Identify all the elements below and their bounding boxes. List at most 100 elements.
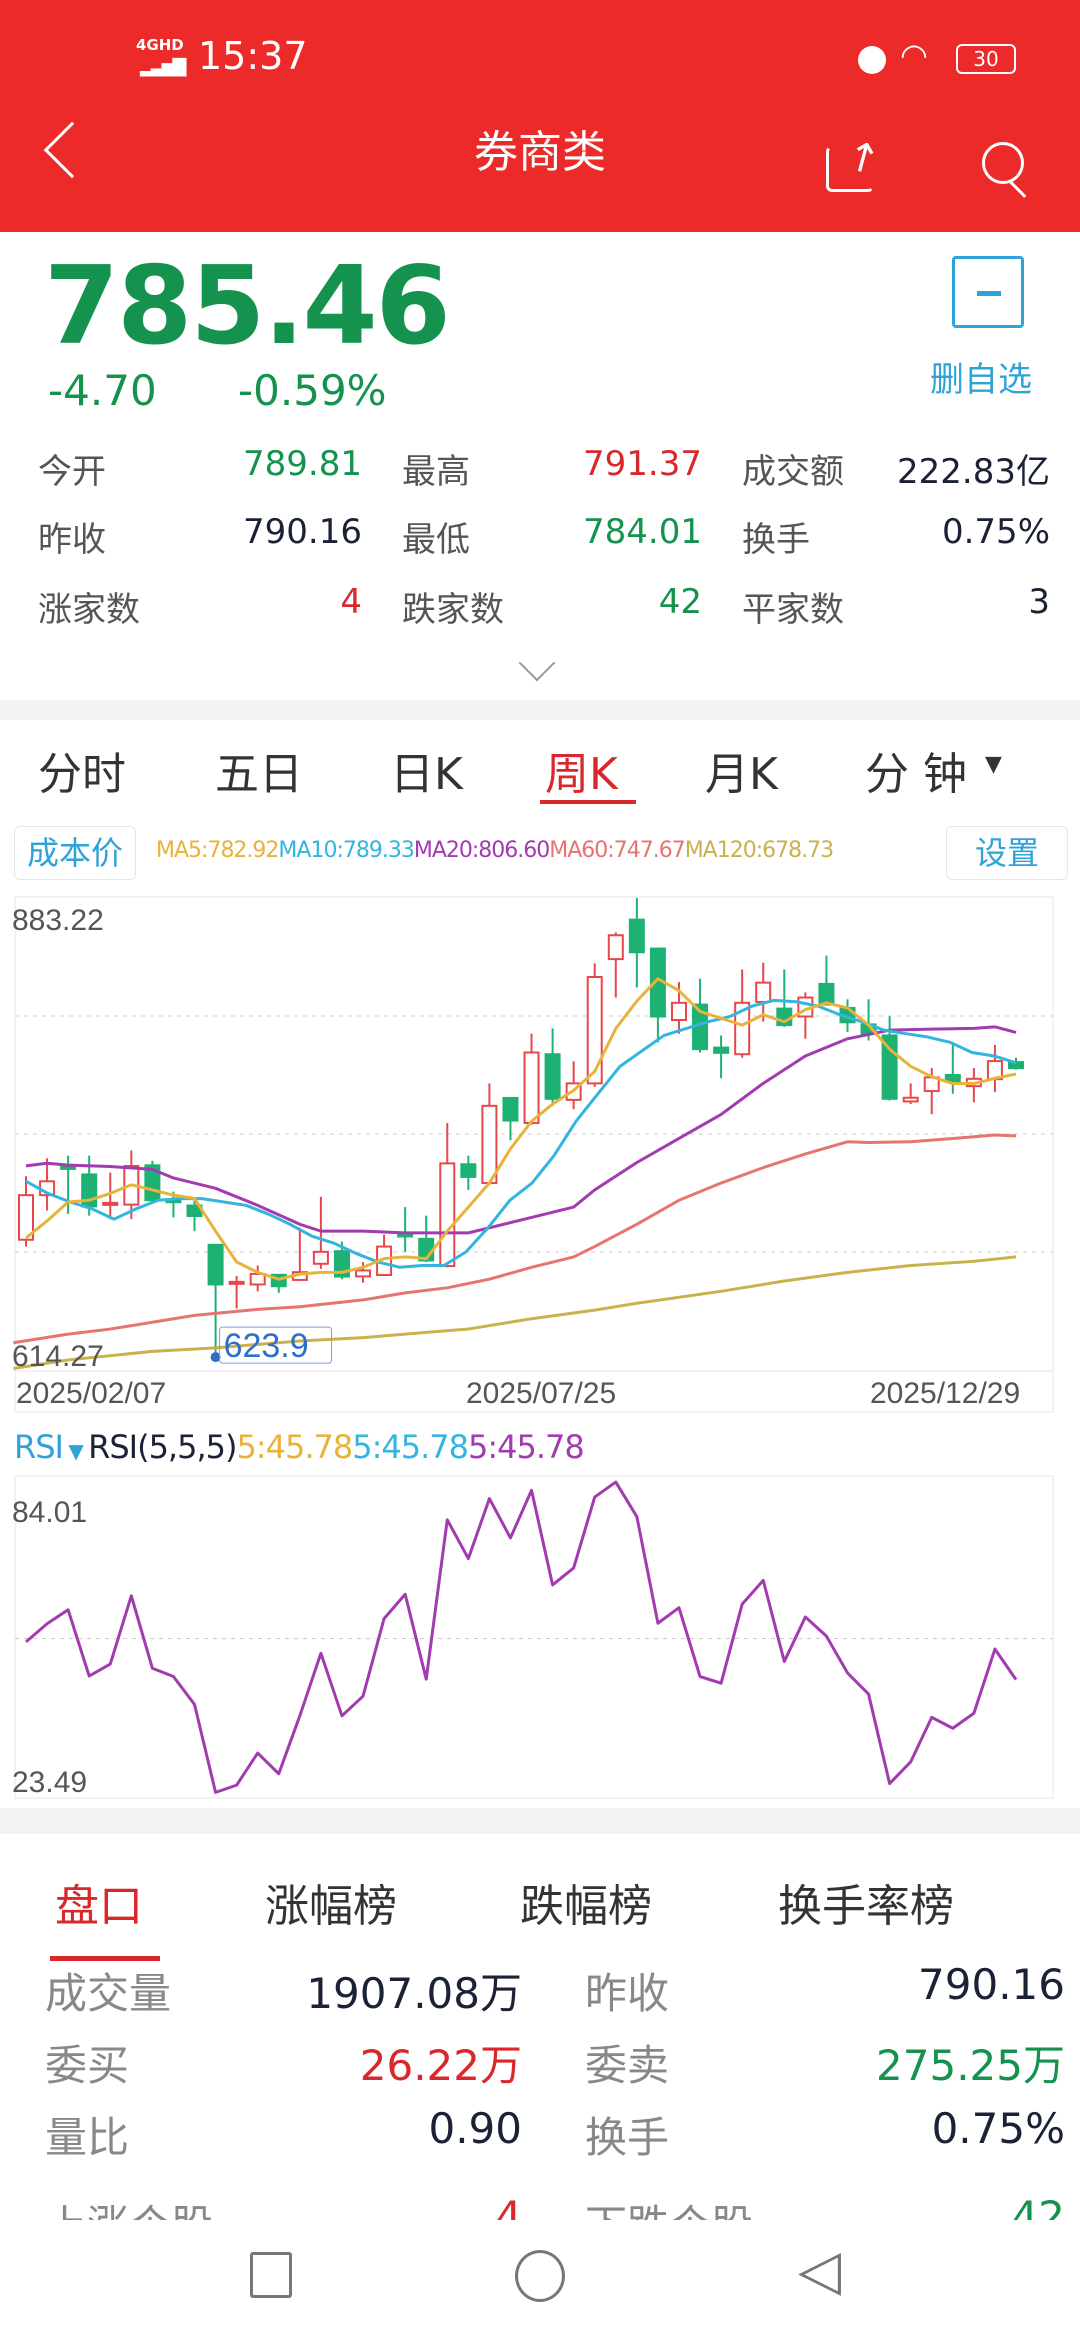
candle: [460, 1155, 477, 1190]
candle: [818, 955, 835, 1006]
ma120-value: MA120:678.73: [684, 838, 834, 863]
home-button[interactable]: [515, 2250, 565, 2302]
price-change-pct: -0.59%: [238, 366, 387, 415]
info-label: 今开: [38, 452, 106, 492]
candle: [902, 1083, 919, 1105]
dropdown-icon[interactable]: ▼: [985, 752, 1002, 777]
info-label: 成交额: [742, 452, 844, 492]
candle: [418, 1215, 435, 1263]
candle: [144, 1160, 161, 1202]
recent-apps-button[interactable]: [250, 2252, 292, 2298]
candle: [755, 962, 772, 1022]
y-max-label: 883.22: [12, 904, 104, 937]
info-value: 0.75%: [941, 512, 1050, 552]
candle: [734, 969, 751, 1058]
indicator-selector[interactable]: RSI: [14, 1428, 64, 1466]
info-value: 222.83亿: [897, 452, 1050, 492]
candle: [544, 1028, 561, 1106]
settings-button[interactable]: 设置: [946, 826, 1068, 880]
pankou-label: 委买: [45, 2041, 130, 2090]
candlestick-chart[interactable]: 883.22 614.27 2025/02/07 2025/07/25 2025/12/…: [0, 890, 1080, 1420]
tab-bottom[interactable]: 涨幅榜: [265, 1881, 397, 1932]
divider: [0, 700, 1080, 720]
info-label: 最高: [402, 452, 470, 492]
system-nav-bar: ◁: [0, 2220, 1080, 2340]
ma20-value: MA20:806.60: [413, 838, 550, 863]
candle: [228, 1275, 245, 1309]
info-label: 昨收: [38, 520, 106, 560]
info-value: 4: [340, 582, 362, 622]
rsi3-value: 5:45.78: [467, 1428, 585, 1466]
tab-period[interactable]: 月K: [705, 749, 778, 800]
pankou-label: 换手: [585, 2113, 670, 2162]
remove-watchlist-label[interactable]: 删自选: [930, 360, 1032, 400]
candle: [39, 1158, 56, 1211]
low-marker: [210, 1352, 221, 1363]
network-indicator: 4GHD: [136, 36, 184, 54]
ma5-line: [25, 977, 1017, 1281]
info-value: 42: [658, 582, 702, 622]
tab-bottom[interactable]: 跌幅榜: [520, 1881, 652, 1932]
tab-bottom[interactable]: 换手率榜: [778, 1881, 954, 1932]
rsi-frame: [14, 1475, 1054, 1799]
pankou-label: 上涨个股: [45, 2192, 213, 2220]
wifi-icon: ◠: [900, 36, 928, 74]
info-label: 涨家数: [38, 590, 140, 630]
cost-price-button[interactable]: 成本价: [14, 826, 136, 880]
expand-chevron-icon[interactable]: [518, 644, 556, 682]
candle: [586, 963, 603, 1087]
candle: [481, 1083, 498, 1185]
remove-watchlist-button[interactable]: [952, 256, 1024, 328]
low-annotation-box: [219, 1326, 333, 1364]
page-title: 券商类: [474, 127, 606, 178]
candle: [986, 1044, 1003, 1092]
pankou-label: 成交量: [45, 1969, 172, 2018]
candle: [18, 1176, 34, 1247]
rsi-line: [25, 1480, 1018, 1794]
search-icon[interactable]: [982, 142, 1024, 184]
info-value: 3: [1028, 582, 1050, 622]
share-icon[interactable]: [826, 146, 874, 192]
candle: [965, 1068, 982, 1103]
candle: [376, 1234, 393, 1277]
tab-period[interactable]: 分 钟: [865, 749, 967, 800]
rsi2-value: 5:45.78: [352, 1428, 469, 1466]
low-annotation: 623.9: [224, 1327, 309, 1365]
candle: [607, 932, 624, 998]
rsi-axis-label: 23.49: [12, 1766, 87, 1799]
pankou-label: 昨收: [585, 1969, 670, 2018]
search-handle: [1008, 180, 1027, 198]
pankou-value: 0.75%: [931, 2104, 1065, 2153]
dropdown-icon[interactable]: ▼: [62, 1439, 89, 1463]
tab-period[interactable]: 日K: [390, 749, 463, 800]
rsi-chart[interactable]: 84.01 23.49: [0, 1470, 1080, 1800]
tab-period[interactable]: 五日: [215, 749, 303, 800]
x-label: 2025/02/07: [16, 1377, 166, 1410]
pankou-value: 0.90: [428, 2104, 522, 2153]
rsi-legend: RSI ▼ RSI(5,5,5)5:45.785:45.785:45.78: [14, 1428, 585, 1466]
info-value: 789.81: [243, 444, 362, 484]
candle: [713, 1035, 730, 1079]
pankou-label: 量比: [45, 2113, 130, 2162]
clipped-row: 上涨个股 4 下跌个股 42: [0, 2180, 1080, 2220]
app-header: 4GHD ▂▃▅▇ 15:37 ◠ 30 券商类 ↗: [0, 0, 1080, 232]
candle: [207, 1243, 224, 1354]
alarm-icon: [858, 46, 886, 74]
info-value: 784.01: [583, 512, 702, 552]
minus-icon: [977, 291, 1001, 296]
battery-icon: 30: [956, 44, 1016, 74]
pankou-value: 4: [495, 2192, 522, 2220]
tab-period[interactable]: 分时: [38, 749, 126, 800]
ma10-value: MA10:789.33: [278, 838, 414, 863]
candle: [397, 1207, 414, 1252]
ma5-value: MA5:782.92: [156, 838, 279, 863]
ma-legend: MA5:782.92MA10:789.33MA20:806.60MA60:747…: [156, 838, 834, 863]
last-price: 785.46: [44, 244, 451, 369]
ma60-value: MA60:747.67: [549, 838, 685, 863]
tab-bottom[interactable]: 盘口: [55, 1881, 143, 1932]
info-value: 790.16: [243, 512, 362, 552]
candle: [670, 982, 687, 1034]
back-button[interactable]: ◁: [798, 2238, 842, 2303]
tab-period[interactable]: 周K: [545, 749, 618, 800]
info-value: 791.37: [583, 444, 702, 484]
